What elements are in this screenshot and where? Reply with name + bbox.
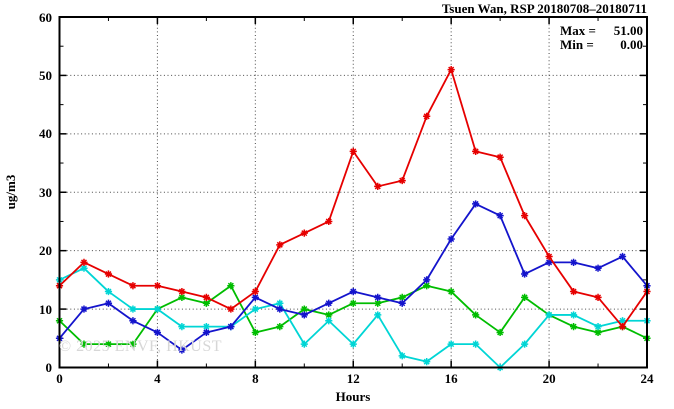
y-tick-label: 20 <box>39 243 52 259</box>
legend-max-value: 51.00 <box>613 23 643 38</box>
y-tick-label: 10 <box>39 301 52 317</box>
y-tick-label: 30 <box>39 184 52 200</box>
watermark: © 2025 ENVF, HKUST <box>59 338 222 355</box>
legend-min-value: 0.00 <box>620 37 643 52</box>
x-tick-label: 4 <box>154 371 161 386</box>
plot-frame <box>58 16 648 369</box>
legend: Max = 51.00 Min = 0.00 <box>560 24 643 52</box>
x-tick-label: 24 <box>640 371 654 386</box>
x-axis-label: Hours <box>335 389 371 404</box>
legend-min-row: Min = 0.00 <box>560 38 643 52</box>
legend-max-row: Max = 51.00 <box>560 24 643 38</box>
x-tick-label: 8 <box>252 371 259 386</box>
chart-title: Tsuen Wan, RSP 20180708–20180711 <box>441 1 647 16</box>
x-tick-label: 12 <box>346 371 360 386</box>
y-tick-label: 60 <box>39 9 52 25</box>
x-tick-label: 0 <box>56 371 63 386</box>
legend-max-label: Max = <box>560 23 596 38</box>
y-tick-label: 50 <box>39 67 52 83</box>
legend-min-label: Min = <box>560 37 594 52</box>
y-tick-label: 40 <box>39 126 52 142</box>
x-tick-label: 20 <box>542 371 556 386</box>
x-tick-label: 16 <box>444 371 458 386</box>
y-tick-label: 0 <box>45 360 53 375</box>
